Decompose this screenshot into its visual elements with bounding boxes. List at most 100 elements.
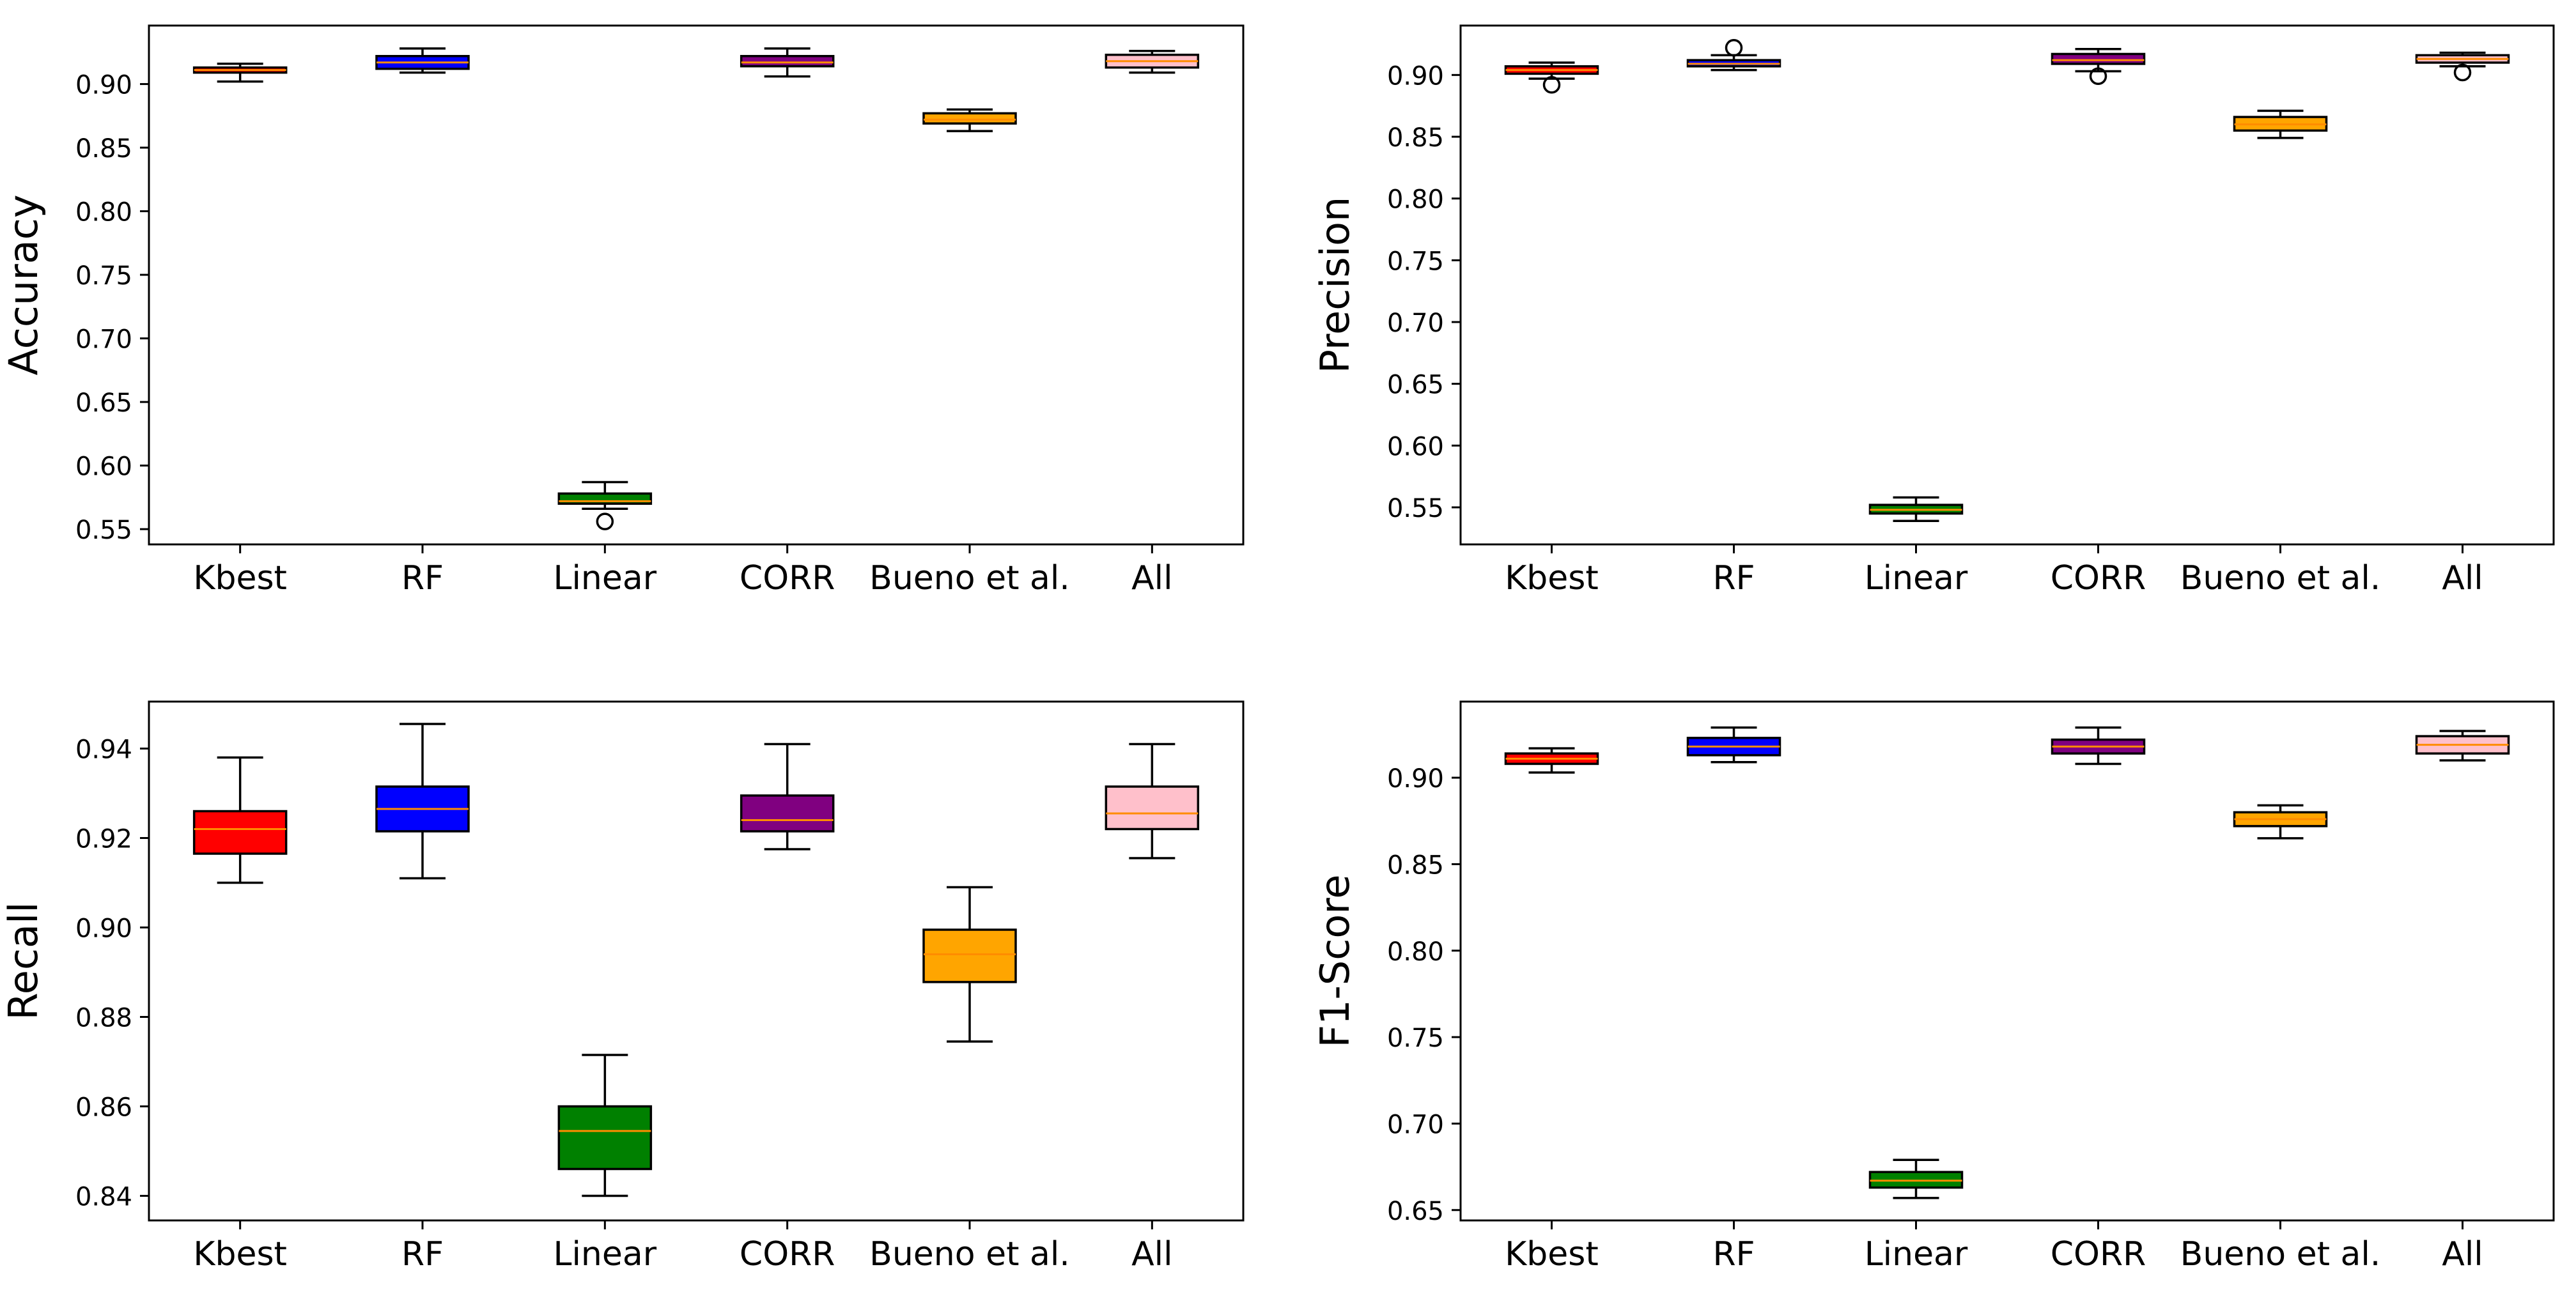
x-tick-label: CORR xyxy=(740,1235,835,1273)
y-axis-label: Precision xyxy=(1312,197,1358,374)
x-tick-label: Kbest xyxy=(193,1235,287,1273)
x-tick-label: Kbest xyxy=(1505,1235,1599,1273)
x-tick-label: All xyxy=(1131,1235,1172,1273)
outlier-point xyxy=(2089,67,2107,86)
box-all xyxy=(1105,742,1200,859)
y-tick-label: 0.65 xyxy=(1387,371,1444,400)
y-tick-label: 0.94 xyxy=(75,735,132,765)
box-body xyxy=(2051,52,2146,65)
box-bueno-et-al xyxy=(922,108,1017,132)
outlier-point xyxy=(2453,63,2472,82)
y-tick-label: 0.85 xyxy=(75,134,132,164)
y-tick-label: 0.90 xyxy=(75,914,132,944)
y-tick-label: 0.55 xyxy=(75,516,132,545)
x-tick-label: CORR xyxy=(740,559,835,597)
x-tick-label: Linear xyxy=(1865,1235,1968,1273)
y-tick-label: 0.85 xyxy=(1387,850,1444,880)
y-tick-label: 0.92 xyxy=(75,825,132,854)
box-corr xyxy=(740,742,835,850)
box-rf xyxy=(1686,39,1781,72)
x-tick-label: CORR xyxy=(2051,559,2146,597)
x-tick-label: RF xyxy=(401,1235,444,1273)
box-kbest xyxy=(1504,747,1599,774)
box-body xyxy=(557,1105,653,1171)
x-tick-label: Kbest xyxy=(1505,559,1599,597)
box-bueno-et-al xyxy=(2233,804,2328,840)
box-body xyxy=(192,810,288,855)
panel-accuracy: 0.55 0.60 0.65 0.70 0.75 0.80 0.85 0.90 Accuracy… xyxy=(0,24,1245,597)
y-tick-label: 0.86 xyxy=(75,1093,132,1123)
panel-f1-score: 0.65 0.70 0.75 0.80 0.85 0.90 F1-Score Kbest RF L… xyxy=(1312,700,2555,1273)
x-tick-label: All xyxy=(2442,559,2483,597)
x-tick-label: Bueno et al. xyxy=(869,559,1070,597)
y-tick-label: 0.60 xyxy=(1387,432,1444,461)
x-tick-label: Bueno et al. xyxy=(2180,559,2381,597)
y-tick-label: 0.60 xyxy=(75,452,132,482)
y-tick-label: 0.55 xyxy=(1387,494,1444,523)
box-corr xyxy=(740,47,835,78)
y-tick-label: 0.90 xyxy=(1387,61,1444,91)
outlier-point xyxy=(1725,39,1743,57)
box-body xyxy=(740,794,835,833)
x-tick-label: Linear xyxy=(1865,559,1968,597)
y-tick-label: 0.80 xyxy=(75,198,132,227)
x-tick-label: RF xyxy=(1712,559,1755,597)
box-linear xyxy=(1868,1158,1964,1199)
x-tick-label: Kbest xyxy=(193,559,287,597)
box-body xyxy=(922,928,1017,983)
x-tick-label: All xyxy=(2442,1235,2483,1273)
y-tick-label: 0.85 xyxy=(1387,123,1444,153)
y-tick-label: 0.75 xyxy=(1387,247,1444,276)
box-body xyxy=(1105,785,1200,831)
y-tick-label: 0.80 xyxy=(1387,185,1444,215)
y-tick-label: 0.80 xyxy=(1387,937,1444,967)
box-kbest xyxy=(192,62,288,83)
x-tick-label: Bueno et al. xyxy=(2180,1235,2381,1273)
plot-frame xyxy=(148,24,1245,546)
box-rf xyxy=(1686,726,1781,764)
y-tick-label: 0.90 xyxy=(75,71,132,100)
plot-frame xyxy=(1459,24,2555,546)
outlier-point xyxy=(596,512,614,530)
box-rf xyxy=(375,47,470,74)
panel-recall: 0.84 0.86 0.88 0.90 0.92 0.94 Recall Kbest RF Lin… xyxy=(0,700,1245,1273)
box-linear xyxy=(557,481,653,530)
plot-frame xyxy=(1459,700,2555,1222)
box-linear xyxy=(1868,496,1964,523)
outlier-point xyxy=(1542,76,1561,94)
box-all xyxy=(1105,50,1200,74)
box-linear xyxy=(557,1054,653,1197)
box-rf xyxy=(375,723,470,880)
box-all xyxy=(2415,730,2510,762)
y-axis-label: Accuracy xyxy=(0,194,47,375)
x-tick-label: RF xyxy=(1712,1235,1755,1273)
box-body xyxy=(557,492,653,505)
box-corr xyxy=(2051,726,2146,765)
panel-precision: 0.55 0.60 0.65 0.70 0.75 0.80 0.85 0.90 Precisio… xyxy=(1312,24,2555,597)
y-tick-label: 0.70 xyxy=(75,325,132,355)
box-kbest xyxy=(1504,61,1599,94)
x-tick-label: Linear xyxy=(554,1235,657,1273)
y-tick-label: 0.90 xyxy=(1387,764,1444,794)
y-tick-label: 0.65 xyxy=(75,388,132,418)
y-tick-label: 0.70 xyxy=(1387,1110,1444,1139)
box-body xyxy=(740,55,835,68)
y-tick-label: 0.84 xyxy=(75,1183,132,1212)
plot-frame xyxy=(148,700,1245,1222)
box-body xyxy=(922,112,1017,125)
box-bueno-et-al xyxy=(922,886,1017,1043)
x-tick-label: All xyxy=(1131,559,1172,597)
box-bueno-et-al xyxy=(2233,109,2328,139)
box-kbest xyxy=(192,756,288,884)
y-tick-label: 0.65 xyxy=(1387,1197,1444,1226)
y-tick-label: 0.75 xyxy=(75,261,132,291)
y-tick-label: 0.88 xyxy=(75,1004,132,1033)
x-tick-label: Bueno et al. xyxy=(869,1235,1070,1273)
x-tick-label: Linear xyxy=(554,559,657,597)
y-axis-label: F1-Score xyxy=(1312,874,1358,1047)
x-tick-label: RF xyxy=(401,559,444,597)
y-tick-label: 0.70 xyxy=(1387,309,1444,338)
y-axis-label: Recall xyxy=(0,902,47,1020)
box-corr xyxy=(2051,47,2146,86)
